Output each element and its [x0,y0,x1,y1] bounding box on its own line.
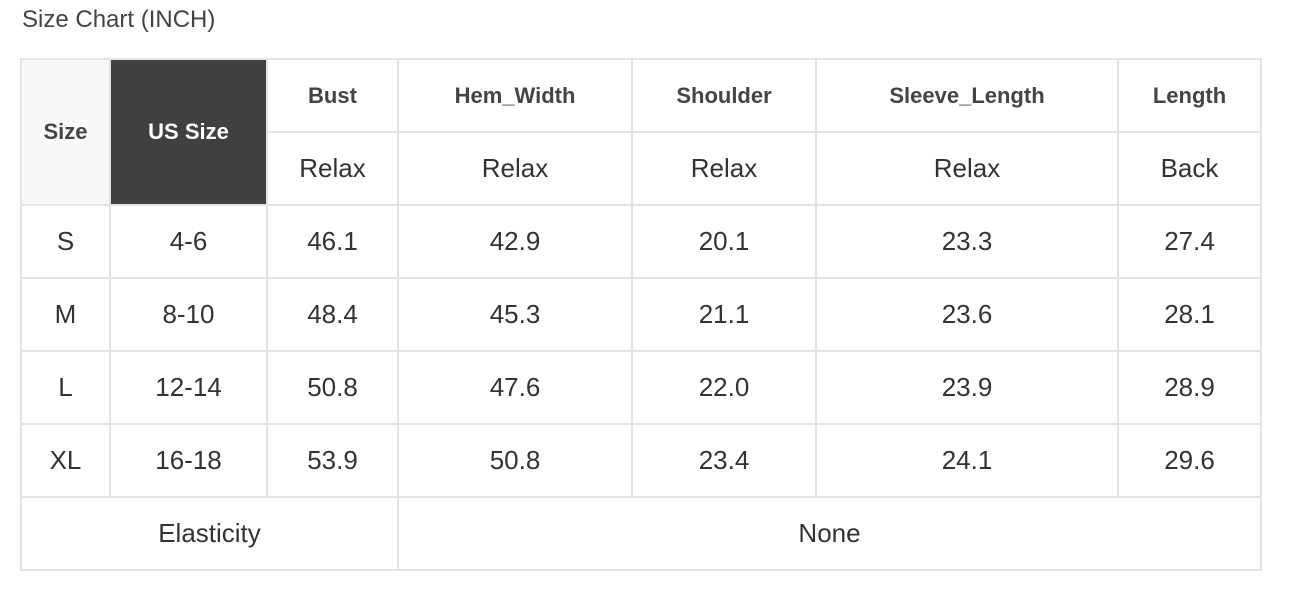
table-cell: 27.4 [1117,204,1262,279]
table-cell: 28.1 [1117,277,1262,352]
table-cell: 16-18 [109,423,268,498]
header-us-size: US Size [109,58,268,206]
table-cell: M [20,277,111,352]
header-hem-width: Hem_Width [397,58,633,133]
table-cell: 24.1 [815,423,1119,498]
table-cell: 53.9 [266,423,399,498]
header-sleeve-length: Sleeve_Length [815,58,1119,133]
header-size: Size [20,58,111,206]
table-row: L 12-14 50.8 47.6 22.0 23.9 28.9 [20,350,1262,425]
table-cell: 23.9 [815,350,1119,425]
table-cell: 23.3 [815,204,1119,279]
table-cell: 22.0 [631,350,817,425]
header-length: Length [1117,58,1262,133]
elasticity-value: None [397,496,1262,571]
page-title: Size Chart (INCH) [22,6,216,33]
elasticity-label: Elasticity [20,496,399,571]
table-cell: 46.1 [266,204,399,279]
size-chart-table: Size US Size Bust Hem_Width Shoulder Sle… [20,58,1262,571]
subheader-hem-width: Relax [397,131,633,206]
header-row: Size US Size Bust Hem_Width Shoulder Sle… [20,58,1262,206]
subheader-shoulder: Relax [631,131,817,206]
table-cell: 28.9 [1117,350,1262,425]
table-row: XL 16-18 53.9 50.8 23.4 24.1 29.6 [20,423,1262,498]
table-cell: 21.1 [631,277,817,352]
table-cell: 42.9 [397,204,633,279]
table-cell: 50.8 [266,350,399,425]
table-cell: XL [20,423,111,498]
header-bust: Bust [266,58,399,133]
subheader-bust: Relax [266,131,399,206]
table-row: M 8-10 48.4 45.3 21.1 23.6 28.1 [20,277,1262,352]
elasticity-row: Elasticity None [20,496,1262,571]
table-cell: S [20,204,111,279]
table-cell: 8-10 [109,277,268,352]
table-row: S 4-6 46.1 42.9 20.1 23.3 27.4 [20,204,1262,279]
table-cell: 29.6 [1117,423,1262,498]
subheader-length: Back [1117,131,1262,206]
table-cell: 47.6 [397,350,633,425]
table-cell: 4-6 [109,204,268,279]
table-cell: 23.6 [815,277,1119,352]
table-cell: 50.8 [397,423,633,498]
subheader-sleeve-length: Relax [815,131,1119,206]
table-cell: 23.4 [631,423,817,498]
subheader-row: Relax Relax Relax Relax Back [21,131,1262,206]
table-cell: 12-14 [109,350,268,425]
table-cell: 20.1 [631,204,817,279]
table-cell: 48.4 [266,277,399,352]
table-cell: 45.3 [397,277,633,352]
header-shoulder: Shoulder [631,58,817,133]
table-cell: L [20,350,111,425]
